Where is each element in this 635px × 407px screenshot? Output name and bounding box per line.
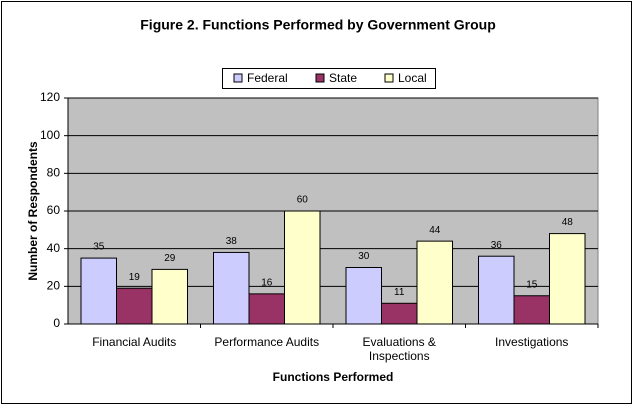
bar [416,240,453,325]
data-label: 35 [93,242,105,253]
bar [248,293,285,325]
x-axis-title: Functions Performed [273,370,394,384]
chart-title: Figure 2. Functions Performed by Governm… [140,17,496,33]
data-label: 48 [562,217,574,228]
y-tick-label: 100 [40,128,60,142]
data-label: 16 [261,278,273,289]
x-tick-label: Performance Audits [214,335,320,349]
y-tick-label: 60 [47,203,61,217]
data-label: 11 [394,287,405,298]
data-label: 30 [358,251,370,262]
legend-label: Local [398,71,427,85]
bar [345,267,382,325]
legend-swatch [384,73,394,83]
bar [478,255,515,325]
bar [513,295,550,325]
bar [151,268,188,325]
bar [284,210,321,325]
data-label: 36 [491,240,503,251]
x-tick-label: Evaluations & Inspections [362,335,436,363]
bar [116,287,153,325]
y-tick-label: 80 [47,166,61,180]
x-tick-label: Financial Audits [92,335,177,349]
bar [80,257,117,325]
data-label: 38 [226,236,238,247]
data-label: 19 [129,272,141,283]
legend-swatch [233,73,243,83]
data-label: 15 [526,279,538,290]
legend-box [222,68,436,89]
legend-swatch [315,73,325,83]
y-tick-label: 40 [47,241,61,255]
y-tick-label: 20 [47,279,61,293]
legend-label: State [329,71,357,85]
y-tick-label: 120 [40,90,60,104]
bar [381,302,418,325]
bar [213,251,250,325]
y-tick-label: 0 [53,316,60,330]
data-label: 44 [429,225,441,236]
y-axis-title: Number of Respondents [26,141,40,281]
x-tick-label: Investigations [495,335,569,349]
bar [549,233,586,325]
legend-label: Federal [247,71,288,85]
data-label: 29 [164,253,176,264]
data-label: 60 [297,195,309,206]
